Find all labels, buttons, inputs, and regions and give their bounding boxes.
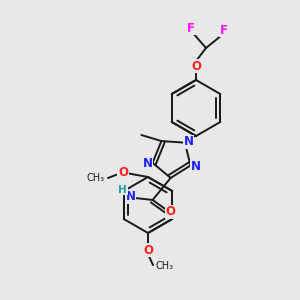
Text: O: O	[191, 59, 201, 73]
Text: N: N	[190, 160, 200, 173]
Text: N: N	[184, 135, 194, 148]
Text: CH₃: CH₃	[155, 261, 173, 271]
Text: N: N	[126, 190, 136, 203]
Text: F: F	[187, 22, 195, 34]
Text: H: H	[118, 185, 127, 195]
Text: O: O	[166, 206, 176, 218]
Text: O: O	[118, 166, 128, 178]
Text: O: O	[143, 244, 153, 256]
Text: N: N	[142, 157, 153, 170]
Text: F: F	[220, 23, 228, 37]
Text: CH₃: CH₃	[87, 173, 105, 183]
